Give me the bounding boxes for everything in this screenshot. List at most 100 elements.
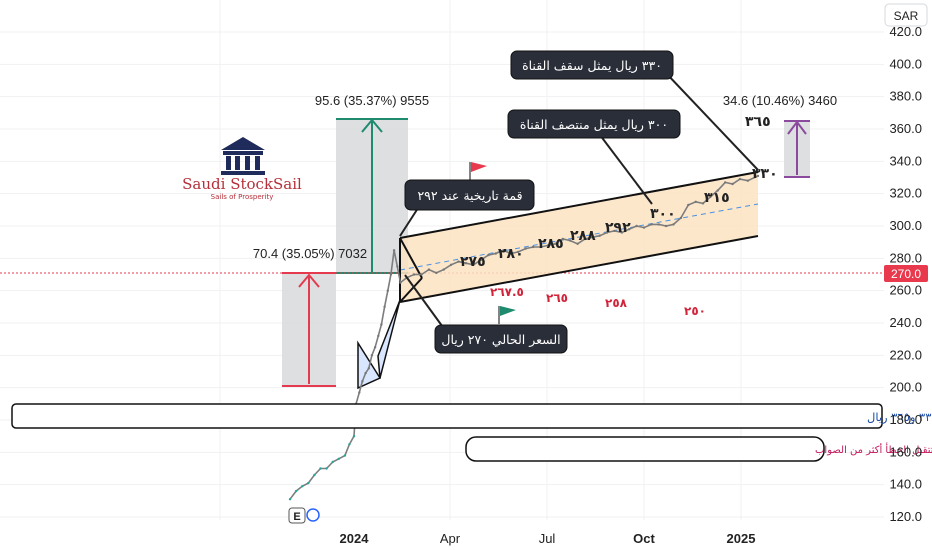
current-price-tag-label: 270.0 bbox=[891, 267, 921, 281]
price-point bbox=[435, 271, 438, 275]
svg-text:٣٠٠ ريال يمثل منتصف القناة: ٣٠٠ ريال يمثل منتصف القناة bbox=[520, 117, 668, 133]
price-point bbox=[370, 354, 374, 357]
y-tick-label: 420.0 bbox=[889, 24, 922, 39]
price-point bbox=[502, 249, 505, 252]
y-tick-label: 240.0 bbox=[889, 315, 922, 330]
price-point bbox=[546, 244, 550, 247]
price-point bbox=[509, 252, 512, 255]
price-point bbox=[457, 260, 460, 263]
price-point bbox=[756, 174, 760, 178]
target-275: ٢٧٥ bbox=[460, 254, 486, 270]
breakout-triangle-2 bbox=[377, 299, 401, 379]
price-point bbox=[479, 258, 483, 262]
price-point bbox=[361, 380, 364, 383]
currency-button[interactable]: SAR bbox=[884, 3, 928, 27]
price-point bbox=[472, 263, 475, 266]
time-axis[interactable]: 2024 Apr Jul Oct 2025 bbox=[340, 531, 756, 546]
price-point bbox=[383, 305, 386, 308]
price-axis[interactable]: 120.0 140.0 160.0 180.0 200.0 220.0 240.0 260.0… bbox=[889, 24, 922, 524]
earnings-marker[interactable]: E bbox=[288, 507, 320, 524]
price-point bbox=[420, 273, 423, 276]
target-300: ٣٠٠ bbox=[650, 206, 676, 222]
measure-label-left-top: 95.6 (35.37%) 9555 bbox=[315, 93, 429, 108]
price-point bbox=[731, 182, 734, 186]
price-point bbox=[313, 473, 316, 477]
support-250: ٢٥٠ bbox=[684, 304, 706, 318]
disclaimer-text: ملاحظة: هذه ليست توصية، و الفكرة للاستثم… bbox=[815, 442, 932, 456]
bank-icon bbox=[221, 137, 265, 175]
dividend-icon bbox=[306, 508, 320, 522]
svg-text:قمة تاريخية عند ٢٩٢: قمة تاريخية عند ٢٩٢ bbox=[417, 188, 522, 204]
price-point bbox=[494, 252, 497, 255]
y-tick-label: 280.0 bbox=[889, 250, 922, 265]
price-point bbox=[386, 289, 389, 292]
price-point bbox=[613, 229, 616, 233]
price-point bbox=[724, 181, 727, 184]
price-point bbox=[389, 273, 393, 276]
price-point bbox=[364, 371, 367, 375]
price-point bbox=[399, 281, 402, 284]
y-tick-label: 300.0 bbox=[889, 218, 922, 233]
callout-channel-mid: ٣٠٠ ريال يمثل منتصف القناة bbox=[507, 109, 681, 205]
support-258: ٢٥٨ bbox=[605, 296, 628, 310]
price-point bbox=[628, 228, 631, 231]
green-flag-icon bbox=[498, 306, 516, 324]
price-point bbox=[449, 263, 453, 266]
price-point bbox=[343, 454, 347, 457]
price-point bbox=[412, 273, 416, 276]
x-tick-label: Jul bbox=[539, 531, 556, 546]
price-point bbox=[687, 203, 690, 207]
target-285: ٢٨٥ bbox=[538, 236, 564, 252]
price-point bbox=[531, 245, 535, 249]
price-point bbox=[396, 265, 399, 268]
y-tick-label: 220.0 bbox=[889, 347, 922, 362]
measure-arrowhead-left-bottom bbox=[298, 273, 320, 288]
price-point bbox=[664, 224, 668, 228]
y-tick-label: 200.0 bbox=[889, 380, 922, 395]
y-tick-label: 360.0 bbox=[889, 121, 922, 136]
triangle-upper-edge bbox=[399, 237, 423, 279]
price-series bbox=[288, 174, 760, 501]
price-point bbox=[583, 237, 587, 241]
price-point bbox=[650, 223, 653, 226]
support-267-5: ٢٦٧.٥ bbox=[490, 285, 524, 299]
currency-label: SAR bbox=[894, 9, 919, 23]
x-tick-label: Oct bbox=[633, 531, 655, 546]
price-point bbox=[319, 467, 322, 470]
price-point bbox=[307, 481, 310, 485]
price-point bbox=[561, 237, 564, 241]
callout-ath: قمة تاريخية عند ٢٩٢ bbox=[399, 179, 535, 237]
price-point bbox=[598, 234, 601, 237]
price-point bbox=[738, 177, 742, 181]
target-288: ٢٨٨ bbox=[570, 228, 596, 244]
y-tick-label: 120.0 bbox=[889, 509, 922, 524]
price-point bbox=[620, 231, 624, 234]
price-point bbox=[487, 253, 490, 257]
price-point bbox=[635, 224, 638, 228]
price-point bbox=[348, 443, 351, 446]
price-point bbox=[377, 334, 380, 338]
callout-current-price: السعر الحالي ٢٧٠ ريال bbox=[404, 274, 568, 354]
channel-top-line bbox=[399, 171, 759, 239]
measure-arrowhead-right bbox=[787, 120, 807, 135]
price-point bbox=[694, 200, 697, 203]
brand-tagline: Sails of Prosperity bbox=[211, 193, 274, 201]
price-point bbox=[294, 489, 298, 493]
channel-bottom-line bbox=[399, 235, 759, 303]
price-point bbox=[716, 189, 719, 192]
svg-text:٣٣٠ ريال يمثل سقف القناة: ٣٣٠ ريال يمثل سقف القناة bbox=[522, 58, 662, 74]
y-tick-label: 260.0 bbox=[889, 283, 922, 298]
price-point bbox=[427, 268, 431, 271]
y-tick-label: 380.0 bbox=[889, 89, 922, 104]
earnings-marker-label: E bbox=[293, 511, 300, 523]
measure-label-right: 34.6 (10.46%) 3460 bbox=[723, 93, 837, 108]
target-315: ٣١٥ bbox=[704, 190, 730, 206]
targets: ٢٧٥ ٢٨٠ ٢٨٥ ٢٨٨ ٢٩٢ ٣٠٠ ٣١٥ ٣٣٠ ٣٦٥ bbox=[460, 114, 778, 270]
price-point bbox=[358, 391, 361, 394]
target-365: ٣٦٥ bbox=[745, 114, 771, 130]
price-point bbox=[380, 323, 383, 326]
callout-channel-top: ٣٣٠ ريال يمثل سقف القناة bbox=[510, 50, 759, 171]
price-point bbox=[576, 242, 579, 245]
x-tick-label: 2024 bbox=[340, 531, 370, 546]
